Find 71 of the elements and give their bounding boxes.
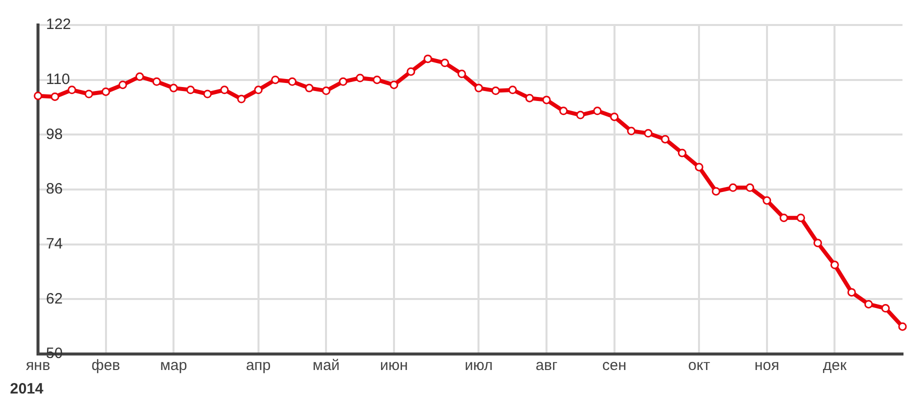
point — [50, 92, 60, 101]
point — [881, 304, 890, 313]
x-tick-label: сен — [602, 357, 626, 374]
point — [796, 214, 806, 222]
point — [593, 106, 602, 116]
point — [424, 54, 432, 64]
point — [288, 77, 297, 86]
x-tick-label: окт — [688, 357, 710, 374]
point — [406, 67, 416, 76]
point — [440, 58, 450, 68]
point — [678, 148, 686, 158]
point — [135, 72, 144, 81]
point — [762, 196, 772, 205]
x-axis-title: 2014 — [10, 380, 44, 398]
point — [152, 77, 161, 86]
point — [322, 86, 330, 96]
point — [254, 86, 263, 94]
point — [474, 84, 483, 92]
point — [372, 76, 382, 84]
point — [813, 238, 822, 248]
point — [847, 288, 856, 297]
point — [542, 96, 551, 104]
x-tick-label: янв — [26, 357, 50, 374]
point — [644, 129, 652, 138]
x-tick-label: июн — [380, 357, 408, 374]
point — [627, 126, 636, 136]
point — [304, 84, 314, 92]
y-tick-label: 74 — [46, 235, 63, 252]
point — [237, 94, 246, 104]
x-tick-label: фев — [91, 357, 120, 374]
y-tick-label: 86 — [46, 180, 63, 198]
point — [694, 162, 704, 172]
x-tick-label: ноя — [754, 357, 780, 374]
point — [559, 106, 568, 116]
point — [220, 86, 229, 94]
point — [576, 110, 585, 120]
point — [491, 86, 500, 96]
point — [780, 214, 788, 222]
point — [660, 134, 670, 144]
point — [728, 183, 738, 192]
point — [610, 112, 619, 122]
x-tick-label: июл — [464, 357, 493, 374]
point — [338, 77, 348, 86]
y-tick-label: 62 — [46, 290, 63, 308]
point — [830, 260, 839, 270]
x-tick-label: мар — [160, 357, 188, 374]
point — [271, 76, 280, 84]
point — [84, 90, 94, 98]
point — [898, 322, 907, 331]
point — [458, 70, 466, 78]
point — [390, 80, 398, 90]
x-tick-label: авг — [536, 357, 558, 374]
y-tick-label: 122 — [46, 16, 72, 34]
point — [525, 94, 534, 102]
point — [356, 74, 364, 82]
y-tick-label: 98 — [46, 126, 63, 143]
point — [118, 80, 128, 90]
point — [508, 86, 517, 94]
x-tick-label: дек — [822, 357, 847, 374]
x-tick-label: май — [312, 357, 340, 374]
point — [68, 86, 76, 94]
point — [712, 187, 720, 196]
point — [203, 90, 212, 98]
point — [34, 92, 42, 100]
point — [864, 300, 873, 308]
point — [186, 86, 195, 94]
point — [746, 183, 754, 192]
x-tick-label: апр — [246, 357, 271, 374]
y-tick-label: 110 — [46, 70, 70, 88]
point — [169, 84, 178, 92]
point — [102, 87, 110, 96]
